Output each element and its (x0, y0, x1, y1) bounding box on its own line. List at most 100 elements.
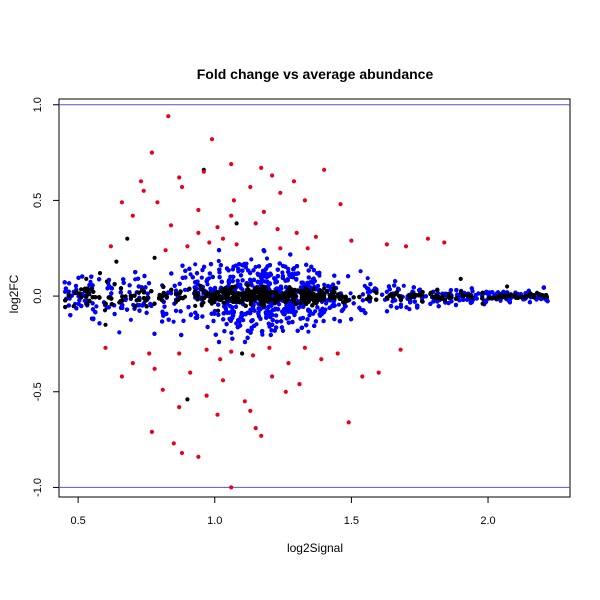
point-moderate (88, 279, 93, 284)
point-large-change (259, 165, 264, 170)
point-not-significant (255, 296, 260, 301)
point-not-significant (67, 293, 72, 298)
point-moderate (224, 322, 229, 327)
point-moderate (324, 301, 329, 306)
point-not-significant (185, 397, 190, 402)
point-moderate (268, 332, 273, 338)
point-not-significant (531, 295, 537, 300)
point-moderate (200, 267, 205, 273)
point-moderate (253, 264, 258, 270)
point-moderate (80, 274, 85, 279)
point-moderate (216, 248, 222, 253)
point-large-change (196, 230, 201, 235)
point-moderate (160, 319, 165, 324)
point-moderate (250, 318, 255, 323)
point-large-change (141, 188, 146, 193)
point-not-significant (104, 279, 109, 284)
point-large-change (218, 357, 223, 362)
point-not-significant (454, 296, 459, 301)
point-not-significant (521, 294, 526, 299)
point-moderate (275, 267, 280, 272)
point-large-change (302, 198, 307, 203)
point-not-significant (174, 292, 179, 297)
point-moderate (286, 320, 291, 325)
point-not-significant (234, 221, 239, 226)
point-large-change (283, 389, 288, 394)
point-moderate (368, 282, 373, 287)
point-large-change (261, 209, 266, 214)
point-moderate (190, 275, 195, 280)
point-moderate (145, 291, 150, 296)
point-large-change (177, 405, 182, 410)
point-moderate (270, 317, 275, 323)
chart-title: Fold change vs average abundance (197, 66, 434, 82)
point-not-significant (84, 276, 89, 281)
point-moderate (390, 299, 395, 304)
point-moderate (63, 286, 68, 291)
point-moderate (89, 274, 94, 279)
point-large-change (201, 169, 206, 174)
point-large-change (119, 200, 124, 205)
point-moderate (273, 277, 278, 282)
point-moderate (218, 263, 223, 268)
point-not-significant (506, 292, 511, 298)
point-not-significant (246, 287, 251, 292)
point-large-change (220, 378, 226, 383)
point-not-significant (297, 301, 302, 306)
point-not-significant (198, 283, 203, 289)
point-moderate (248, 270, 253, 276)
point-not-significant (308, 291, 313, 296)
point-moderate (213, 332, 218, 337)
point-not-significant (103, 301, 108, 306)
point-not-significant (226, 287, 231, 292)
point-large-change (204, 393, 209, 398)
point-moderate (209, 311, 214, 316)
point-moderate (325, 284, 331, 289)
point-moderate (77, 298, 82, 303)
point-moderate (270, 322, 275, 327)
point-moderate (278, 284, 283, 289)
point-moderate (97, 321, 102, 326)
point-moderate (256, 272, 261, 277)
point-large-change (253, 221, 258, 226)
point-moderate (235, 278, 240, 283)
point-moderate (235, 282, 241, 287)
point-moderate (428, 301, 433, 306)
point-moderate (252, 308, 257, 313)
point-moderate (229, 330, 234, 335)
point-not-significant (321, 294, 326, 299)
point-not-significant (221, 300, 226, 305)
point-not-significant (328, 295, 333, 301)
point-moderate (219, 279, 224, 284)
point-moderate (82, 298, 87, 303)
point-not-significant (528, 291, 533, 296)
point-moderate (468, 300, 473, 305)
point-moderate (68, 313, 73, 318)
point-moderate (240, 268, 245, 273)
point-moderate (343, 304, 348, 309)
point-moderate (211, 318, 216, 324)
point-moderate (457, 298, 462, 303)
y-tick-label: 0.5 (32, 193, 44, 208)
point-large-change (322, 167, 327, 172)
point-not-significant (306, 299, 311, 304)
point-not-significant (63, 304, 68, 310)
point-moderate (255, 279, 260, 284)
point-large-change (250, 353, 256, 358)
y-tick-label: -0.5 (32, 382, 44, 401)
point-moderate (193, 310, 198, 315)
point-moderate (321, 318, 326, 324)
point-moderate (280, 274, 285, 279)
point-large-change (215, 412, 220, 417)
point-moderate (188, 272, 193, 277)
point-moderate (541, 285, 546, 290)
point-moderate (266, 321, 271, 326)
point-moderate (231, 274, 236, 279)
point-moderate (527, 300, 533, 305)
point-moderate (93, 310, 98, 315)
point-moderate (281, 263, 286, 269)
point-not-significant (137, 297, 142, 302)
point-moderate (292, 309, 297, 314)
point-moderate (266, 304, 271, 309)
point-not-significant (234, 299, 239, 304)
